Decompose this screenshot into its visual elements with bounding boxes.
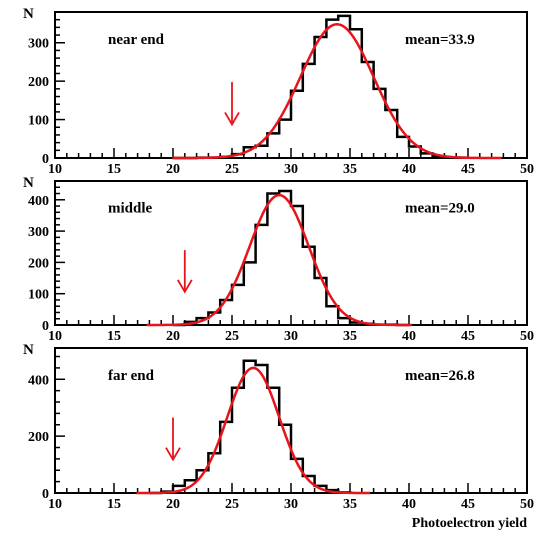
threshold-arrow: [165, 417, 181, 462]
arrow-head: [177, 279, 193, 294]
x-tick-label: 45: [461, 497, 475, 512]
x-tick-label: 35: [343, 497, 357, 512]
y-axis-label: N: [23, 342, 34, 358]
y-tick-label: 0: [42, 487, 49, 502]
x-tick-label: 15: [107, 497, 121, 512]
y-tick-label: 300: [28, 225, 49, 240]
x-tick-label: 30: [284, 329, 298, 344]
x-tick-label: 25: [225, 497, 239, 512]
x-tick-label: 40: [402, 497, 416, 512]
y-tick-label: 0: [42, 319, 49, 334]
x-tick-label: 50: [520, 162, 534, 177]
x-tick-label: 30: [284, 162, 298, 177]
threshold-arrow: [224, 82, 240, 127]
threshold-arrow: [177, 250, 193, 294]
x-tick-label: 10: [48, 497, 62, 512]
y-tick-label: 200: [28, 430, 49, 445]
panel-position-label: far end: [108, 368, 155, 384]
mean-label: mean=29.0: [405, 201, 475, 217]
gaussian-fit-curve: [172, 23, 502, 160]
arrow-head: [165, 447, 181, 462]
x-tick-label: 45: [461, 162, 475, 177]
y-tick-label: 300: [28, 37, 49, 52]
mean-label: mean=26.8: [405, 368, 475, 384]
panel-position-label: near end: [108, 32, 165, 48]
y-tick-label: 200: [28, 256, 49, 271]
x-tick-label: 25: [225, 162, 239, 177]
y-tick-label: 100: [28, 114, 49, 129]
x-tick-label: 35: [343, 162, 357, 177]
y-tick-label: 400: [28, 194, 49, 209]
gaussian-fit-curve: [146, 193, 412, 327]
x-tick-label: 20: [166, 497, 180, 512]
x-tick-label: 40: [402, 162, 416, 177]
x-tick-label: 20: [166, 329, 180, 344]
histogram-series: [149, 359, 352, 495]
y-tick-label: 0: [42, 152, 49, 167]
x-tick-label: 15: [107, 162, 121, 177]
x-axis-label: Photoelectron yield: [412, 516, 527, 531]
y-tick-label: 200: [28, 75, 49, 90]
gaussian-fit-curve: [136, 366, 371, 495]
x-tick-label: 50: [520, 497, 534, 512]
y-axis-label: N: [23, 6, 34, 22]
x-tick-label: 50: [520, 329, 534, 344]
x-tick-label: 20: [166, 162, 180, 177]
mean-label: mean=33.9: [405, 32, 475, 48]
y-tick-label: 400: [28, 373, 49, 388]
x-tick-label: 10: [48, 329, 62, 344]
x-tick-label: 40: [402, 329, 416, 344]
x-tick-label: 45: [461, 329, 475, 344]
x-tick-label: 25: [225, 329, 239, 344]
x-tick-label: 15: [107, 329, 121, 344]
y-tick-label: 100: [28, 288, 49, 303]
arrow-head: [224, 111, 240, 127]
histogram-series: [173, 14, 470, 160]
panel-position-label: middle: [108, 201, 153, 217]
histogram-series: [173, 189, 409, 327]
x-tick-label: 10: [48, 162, 62, 177]
x-tick-label: 35: [343, 329, 357, 344]
x-tick-label: 30: [284, 497, 298, 512]
y-axis-label: N: [23, 175, 34, 191]
